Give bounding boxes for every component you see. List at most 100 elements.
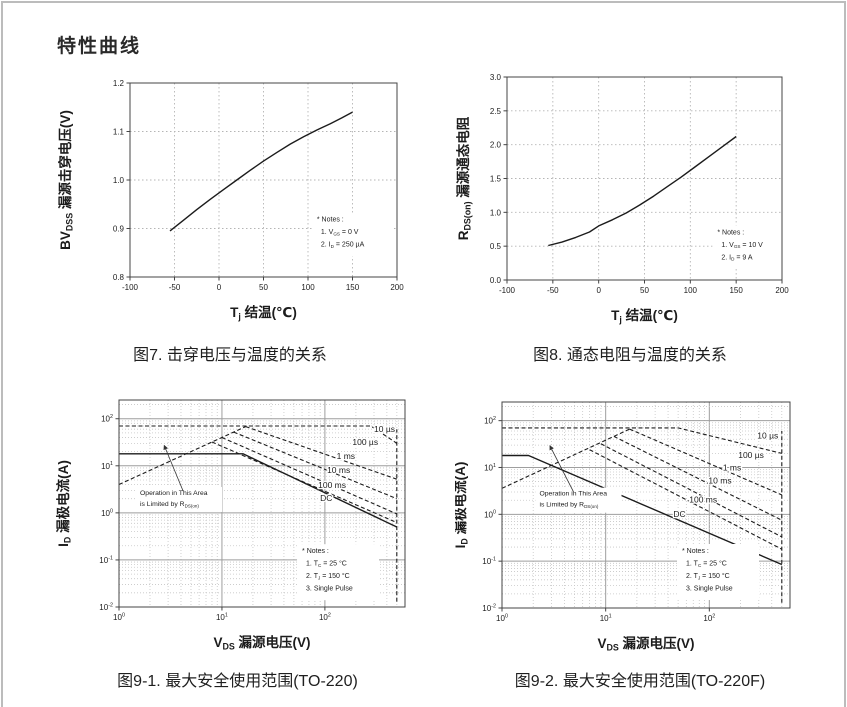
- axis-ticks: -100 -50 0 50 100 150 200 0.0 0.5 1.0 1.5 2.0 2.5 3.0: [490, 73, 789, 295]
- curve-labels: 10 µs 100 µs 1 ms 10 ms 100 ms DC: [672, 429, 779, 520]
- svg-text:Operation in This Area: Operation in This Area: [140, 490, 208, 497]
- plot-frame: [118, 399, 406, 608]
- soa-annotation: Operation in This Area is Limited by RDS(…: [535, 445, 622, 513]
- svg-text:-100: -100: [122, 283, 139, 292]
- rdson-limit-line-curve: [502, 428, 630, 489]
- svg-text:-50: -50: [547, 286, 559, 295]
- svg-text:150: 150: [346, 283, 360, 292]
- x-axis-label: Tj 结温(℃): [230, 304, 297, 322]
- svg-text:0.0: 0.0: [490, 276, 502, 285]
- svg-text:Operation in This Area: Operation in This Area: [539, 491, 607, 498]
- svg-text:200: 200: [390, 283, 404, 292]
- svg-text:10-2: 10-2: [482, 603, 496, 613]
- series: [119, 425, 398, 602]
- svg-text:0.8: 0.8: [113, 273, 125, 282]
- svg-text:is Limited by RDS(on): is Limited by RDS(on): [140, 501, 199, 508]
- svg-text:100 µs: 100 µs: [738, 450, 764, 460]
- bvdss-vs-tj-curve: [169, 111, 353, 232]
- svg-text:1. VGS = 0 V: 1. VGS = 0 V: [321, 229, 359, 236]
- fig9_2-chart: Operation in This Area is Limited by RDS(…: [455, 401, 791, 653]
- svg-text:100: 100: [101, 508, 113, 518]
- notes: * Notes : 1. VGS = 10 V 2. ID = 9 A: [712, 225, 795, 269]
- y-axis-label: RDS(on) 漏源通态电阻: [455, 116, 473, 240]
- svg-text:50: 50: [640, 286, 649, 295]
- svg-text:3. Single Pulse: 3. Single Pulse: [686, 585, 733, 592]
- pulse-100us-curve: [245, 426, 397, 480]
- svg-text:* Notes :: * Notes :: [317, 217, 344, 224]
- pulse-10us-curve: [502, 427, 782, 454]
- svg-text:1.0: 1.0: [113, 176, 125, 185]
- series: [548, 135, 737, 247]
- rdson-limit-line-curve: [119, 426, 246, 486]
- svg-text:1. TC = 25 °C: 1. TC = 25 °C: [686, 559, 727, 567]
- figure9-2-chart-area: Operation in This Area is Limited by RDS(…: [455, 390, 825, 666]
- svg-text:200: 200: [775, 286, 789, 295]
- svg-text:10 µs: 10 µs: [757, 430, 778, 440]
- svg-text:3.0: 3.0: [490, 73, 502, 82]
- svg-text:2.5: 2.5: [490, 107, 502, 116]
- figure8-chart-area: * Notes : 1. VGS = 10 V 2. ID = 9 A -100 -50…: [455, 65, 805, 337]
- figure7-chart-area: * Notes :1. VGS = 0 V 2. ID = 250 µA -100-…: [55, 65, 405, 337]
- svg-text:102: 102: [703, 613, 715, 623]
- series: [502, 427, 783, 603]
- notes: * Notes : 1. TC = 25 °C 2. TJ = 150 °C 3. S…: [297, 544, 380, 601]
- svg-text:10 µs: 10 µs: [374, 424, 395, 434]
- svg-text:1.0: 1.0: [490, 208, 502, 217]
- svg-text:* Notes :: * Notes :: [682, 548, 709, 555]
- svg-text:101: 101: [484, 463, 496, 473]
- svg-text:2. TJ = 150 °C: 2. TJ = 150 °C: [306, 572, 350, 580]
- svg-text:102: 102: [101, 414, 113, 424]
- figure9-2-caption: 图9-2. 最大安全使用范围(TO-220F): [514, 673, 766, 690]
- rdson-vs-tj-curve: [548, 135, 737, 247]
- svg-text:2. ID = 9 A: 2. ID = 9 A: [721, 254, 752, 261]
- svg-text:2. TJ = 150 °C: 2. TJ = 150 °C: [686, 572, 730, 580]
- figure9-1-chart-area: Operation in This Area is Limited by RDS(…: [55, 390, 420, 666]
- svg-text:100 ms: 100 ms: [689, 494, 717, 504]
- y-axis-label: ID 漏极电流(A): [455, 462, 470, 549]
- figure9-1-caption: 图9-1. 最大安全使用范围(TO-220): [117, 673, 358, 690]
- fig9_1-chart: Operation in This Area is Limited by RDS(…: [55, 399, 406, 652]
- x-axis-label: VDS 漏源电压(V): [597, 635, 694, 653]
- svg-text:0.9: 0.9: [113, 225, 125, 234]
- figure7-caption: 图7. 击穿电压与温度的关系: [133, 347, 327, 364]
- svg-text:10-1: 10-1: [99, 555, 113, 565]
- svg-text:100: 100: [113, 612, 125, 622]
- svg-text:100 µs: 100 µs: [352, 437, 378, 447]
- svg-text:2. ID = 250 µA: 2. ID = 250 µA: [321, 242, 365, 249]
- svg-text:101: 101: [600, 613, 612, 623]
- pulse-100ms-curve: [589, 449, 783, 550]
- axis-ticks: -100 -50 0 50 100 150 200 0.8 0.9 1.0 1.1 1.2: [113, 79, 404, 292]
- soa-annotation: Operation in This Area is Limited by RDS(…: [136, 444, 223, 512]
- dc-curve: [119, 453, 398, 528]
- fig8-chart: * Notes : 1. VGS = 10 V 2. ID = 9 A -100 -50…: [455, 73, 795, 325]
- pulse-1ms-curve: [233, 431, 398, 500]
- svg-text:* Notes :: * Notes :: [717, 229, 744, 236]
- dc-curve: [502, 454, 783, 566]
- svg-text:2.0: 2.0: [490, 141, 502, 150]
- series: [169, 111, 353, 232]
- pulse-1ms-curve: [613, 435, 783, 521]
- svg-text:1 ms: 1 ms: [723, 462, 741, 472]
- svg-text:100: 100: [484, 510, 496, 520]
- svg-text:1. TC = 25 °C: 1. TC = 25 °C: [306, 560, 347, 568]
- svg-text:100 ms: 100 ms: [318, 480, 346, 490]
- svg-text:150: 150: [729, 286, 743, 295]
- y-axis-label: ID 漏极电流(A): [55, 460, 73, 547]
- svg-text:102: 102: [484, 416, 496, 426]
- svg-text:10 ms: 10 ms: [327, 465, 350, 475]
- page-title: 特性曲线: [57, 34, 142, 57]
- svg-text:100: 100: [496, 613, 508, 623]
- x-axis-label: VDS 漏源电压(V): [213, 634, 310, 652]
- svg-text:1 ms: 1 ms: [337, 451, 355, 461]
- svg-text:0.5: 0.5: [490, 242, 502, 251]
- svg-text:50: 50: [259, 283, 268, 292]
- svg-text:is Limited by RDS(on): is Limited by RDS(on): [539, 502, 598, 509]
- grid: [507, 77, 782, 280]
- notes: * Notes : 1. TC = 25 °C 2. TJ = 150 °C 3. S…: [677, 543, 759, 600]
- grid: [130, 83, 397, 277]
- svg-text:-100: -100: [499, 286, 516, 295]
- svg-text:* Notes :: * Notes :: [302, 548, 329, 555]
- svg-text:10 ms: 10 ms: [708, 475, 731, 485]
- svg-text:102: 102: [319, 612, 331, 622]
